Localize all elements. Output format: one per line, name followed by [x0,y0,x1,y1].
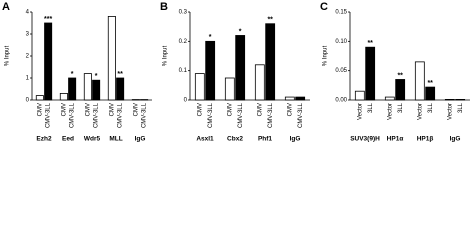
y-tick-label: 0 [184,98,188,104]
bar [68,77,77,101]
y-tick-label: 1 [26,76,30,82]
series-label: Vector [417,103,423,120]
bar [425,86,436,101]
category-label: HP1α [387,136,404,143]
series-label: Vector [387,103,393,120]
bar [395,79,406,101]
y-axis-title: % Input [163,46,169,67]
series-label: CMV-3LL [46,102,52,128]
category-label: Cbx2 [227,136,243,143]
bar [116,77,125,101]
bar [354,90,365,101]
series-label: CMV-3LL [70,102,76,128]
y-tick-label: 0.3 [179,10,188,16]
series-label: CMV-3LL [238,102,244,128]
panel-label: B [160,1,168,13]
y-tick-label: 0.15 [335,10,347,16]
y-tick-label: 0.05 [335,68,347,74]
category-label: MLL [109,136,122,143]
significance: * [239,28,242,35]
series-label: CMV-3LL [142,102,148,128]
significance: *** [44,16,52,23]
bar [295,96,306,101]
y-tick-label: 0.00 [335,98,347,104]
y-tick-label: 0.1 [179,68,188,74]
panel-label: C [320,1,328,13]
y-tick-label: 2 [26,54,30,60]
bar [35,95,44,101]
series-label: CMV [227,103,233,116]
series-label: CMV [85,103,91,116]
panel-label: A [2,1,10,13]
series-label: CMV [197,103,203,116]
bar [365,46,376,101]
series-label: CMV [61,103,67,116]
bar [83,73,92,101]
series-label: CMV-3LL [268,102,274,128]
series-label: CMV-3LL [118,102,124,128]
category-label: HP1β [417,136,434,143]
bar [414,61,425,101]
significance: ** [367,40,373,47]
series-label: 3LL [398,102,404,113]
y-tick-label: 0.10 [335,39,347,45]
significance: * [209,34,212,41]
series-label: CMV [133,103,139,116]
series-label: 3LL [458,102,464,113]
bar [455,99,466,101]
category-label: IgG [135,136,146,143]
series-label: CMV [109,103,115,116]
category-label: SUV3(9)H [350,136,380,143]
bar [224,77,235,101]
y-axis-title: % Input [323,46,329,67]
category-label: Eed [62,136,74,143]
bar [284,96,295,101]
bar [254,64,265,101]
bar [265,23,276,101]
series-label: CMV [287,103,293,116]
category-label: IgG [450,136,461,143]
bar [205,40,216,101]
bar [444,99,455,101]
bar [44,22,53,101]
significance: * [71,71,74,78]
significance: ** [117,71,123,78]
series-label: 3LL [368,102,374,113]
series-label: CMV-3LL [94,102,100,128]
category-label: Asxl1 [196,136,214,143]
bar [384,96,395,101]
series-label: 3LL [428,102,434,113]
y-tick-label: 0.2 [179,39,188,45]
category-label: Phf1 [258,136,272,143]
series-label: CMV [257,103,263,116]
category-label: Wdr5 [84,136,101,143]
significance: ** [397,72,403,79]
significance: ** [267,17,273,24]
series-label: Vector [447,103,453,120]
y-tick-label: 0 [26,98,30,104]
significance: * [95,73,98,80]
series-label: CMV-3LL [208,102,214,128]
category-label: Ezh2 [36,136,52,143]
y-tick-label: 3 [26,32,30,38]
bar [92,79,101,101]
bar [59,93,68,101]
series-label: Vector [357,103,363,120]
significance: ** [427,80,433,87]
y-tick-label: 4 [26,10,30,16]
series-label: CMV [37,103,43,116]
bar [235,35,246,101]
series-label: CMV-3LL [298,102,304,128]
bar [107,15,116,101]
bar [194,73,205,101]
y-axis-title: % Input [5,46,11,67]
category-label: IgG [290,136,301,143]
